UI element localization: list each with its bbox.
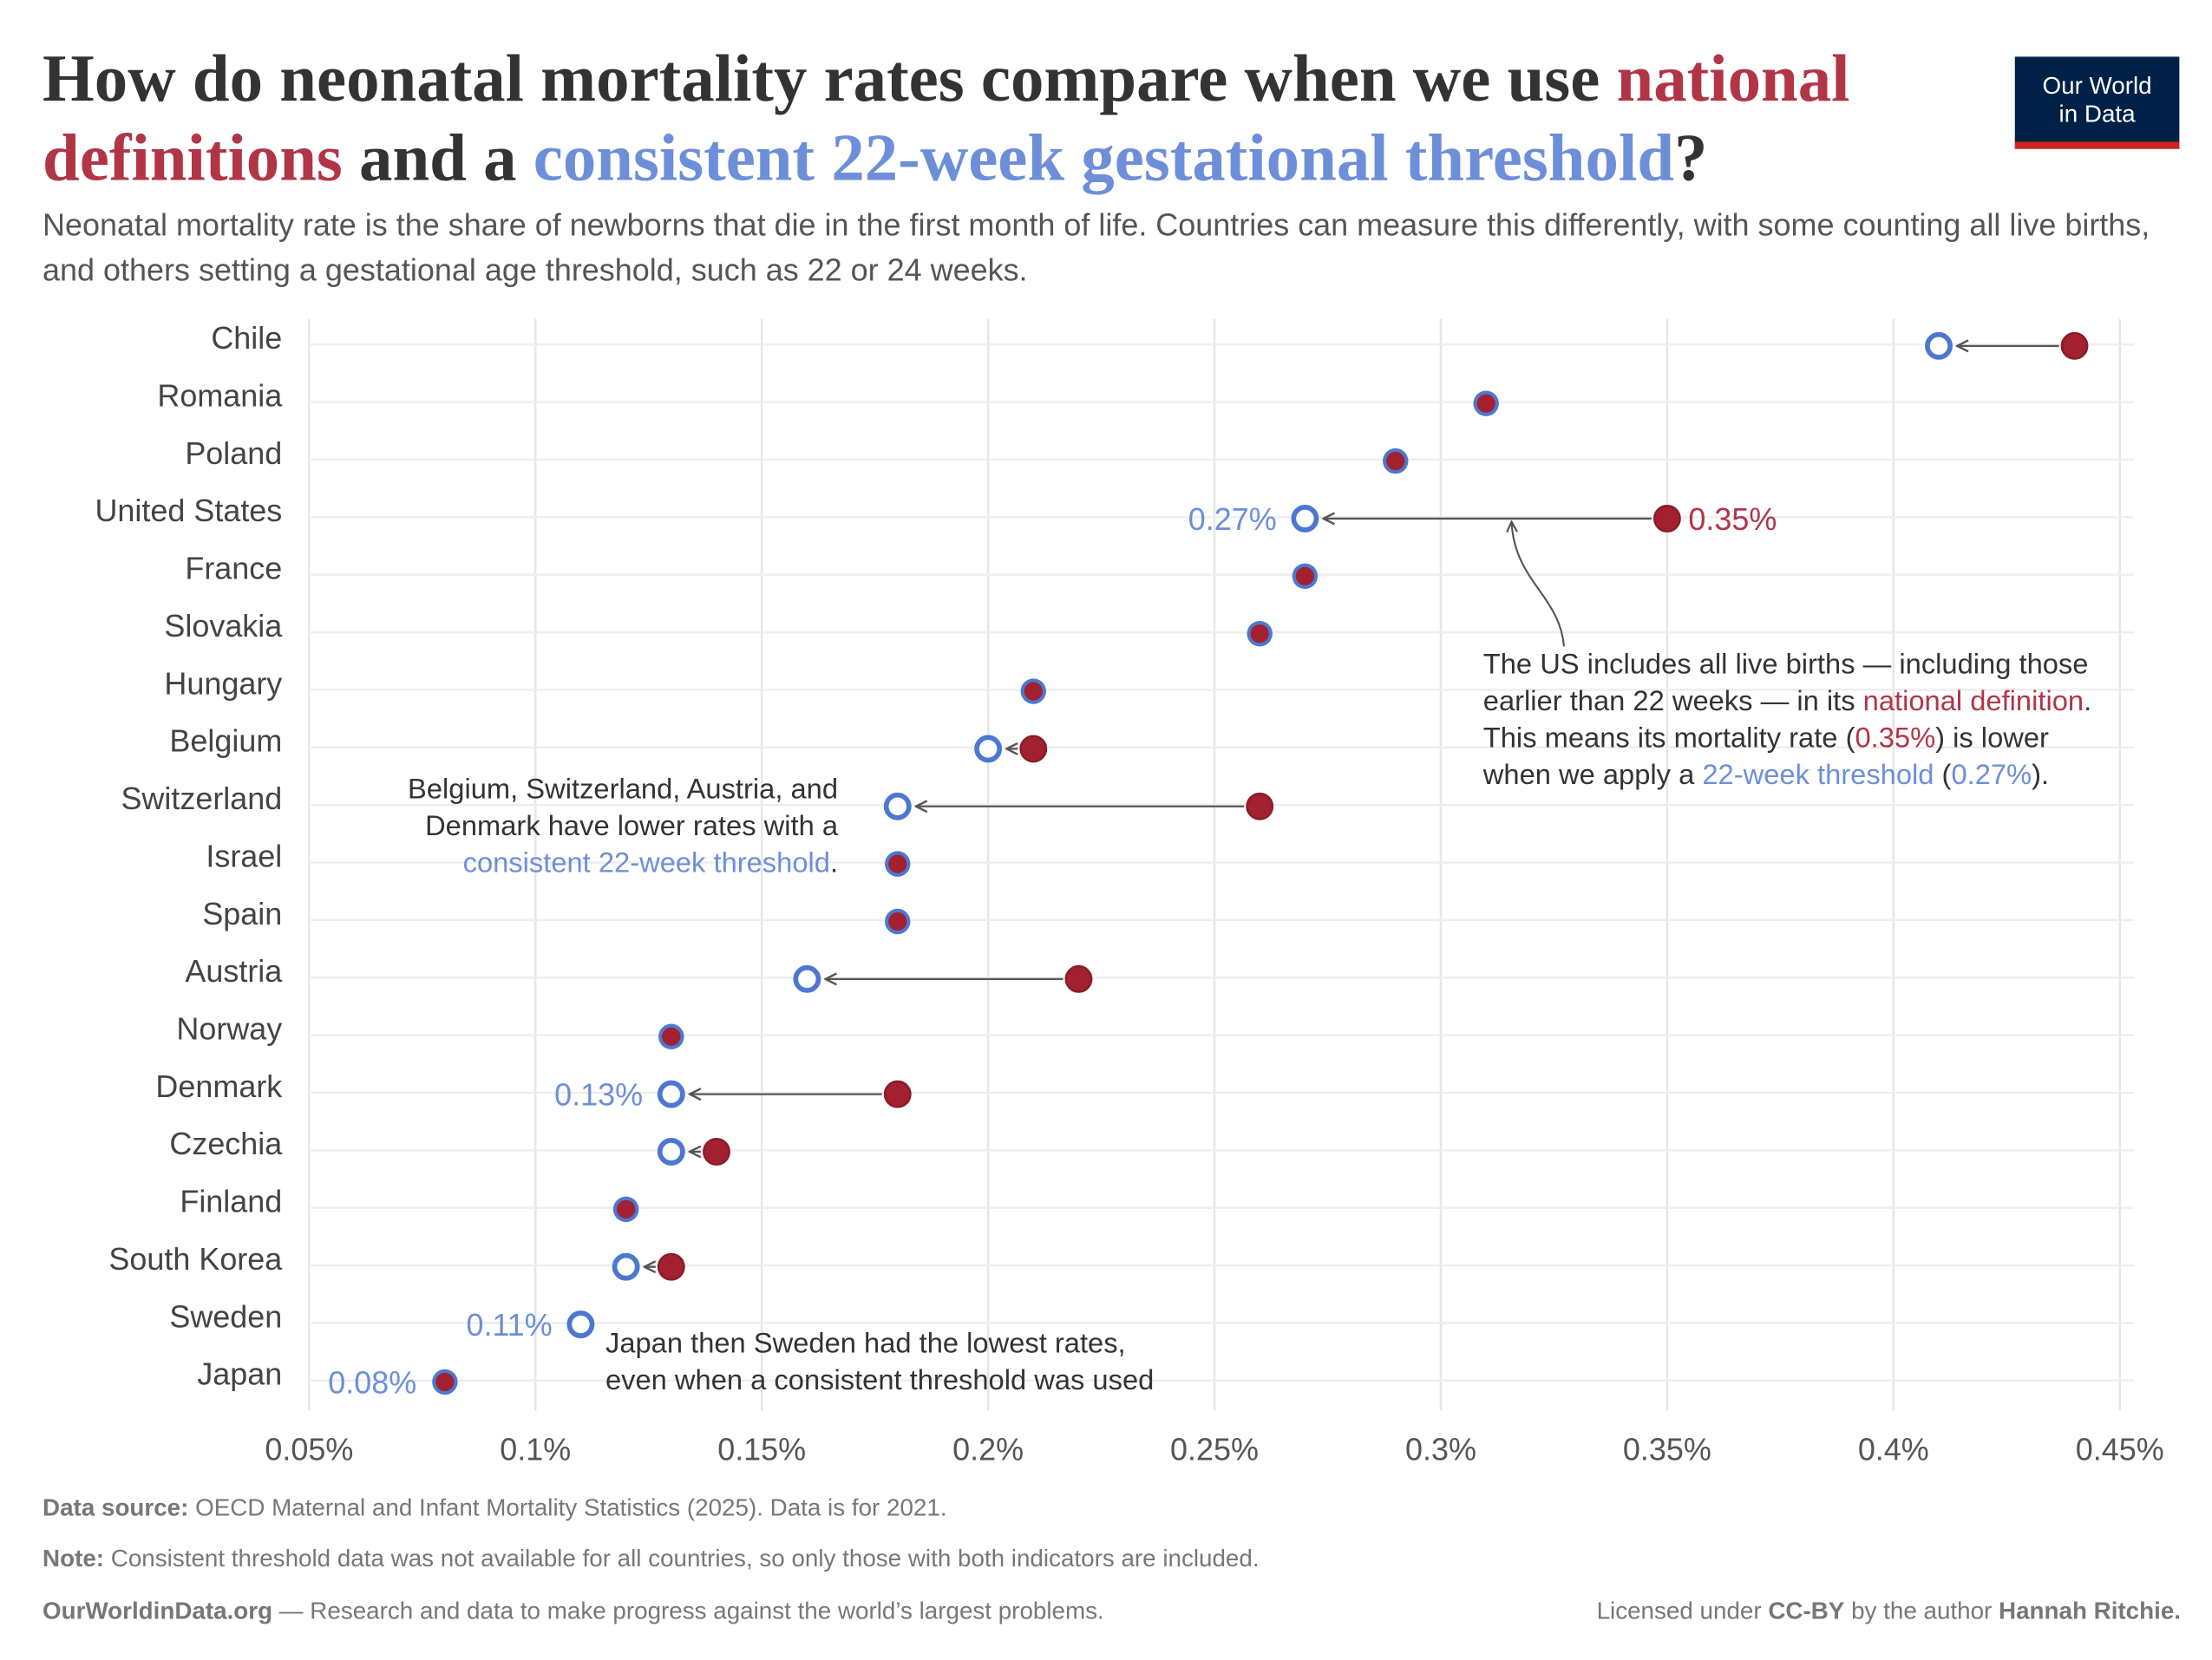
- country-label: Finland: [180, 1184, 282, 1219]
- chart-title: How do neonatal mortality rates compare …: [43, 40, 1957, 199]
- source-text: OECD Maternal and Infant Mortality Stati…: [188, 1493, 947, 1521]
- license: Licensed under CC-BY by the author Hanna…: [1597, 1598, 2181, 1626]
- chart-subtitle: Neonatal mortality rate is the share of …: [43, 206, 2150, 288]
- data-label: 0.35%: [1688, 501, 1777, 537]
- data-label: 0.13%: [554, 1077, 643, 1113]
- japan-annotation: Japan then Sweden had the lowest rates, …: [605, 1326, 1154, 1395]
- consistent-dot: [883, 792, 912, 820]
- country-label: South Korea: [108, 1241, 282, 1277]
- consistent-dot: [974, 735, 1003, 763]
- title-national: national definitions: [43, 42, 1850, 196]
- national-dot: [1652, 504, 1681, 533]
- country-label: France: [185, 551, 282, 586]
- title-text: ?: [1674, 121, 1708, 196]
- national-dot: [657, 1252, 685, 1281]
- country-label: Israel: [206, 838, 282, 873]
- national-dot: [435, 1372, 455, 1392]
- national-dot: [1386, 451, 1405, 471]
- country-label: Switzerland: [121, 781, 282, 816]
- note-text: Consistent threshold data was not availa…: [104, 1545, 1260, 1572]
- country-label: United States: [95, 493, 282, 528]
- data-source: Data source: OECD Maternal and Infant Mo…: [43, 1494, 947, 1523]
- license-text: by the author: [1844, 1598, 1999, 1625]
- annotation-line: Belgium, Switzerland, Austria, and: [408, 772, 838, 804]
- annotation-line: The US includes all live births — includ…: [1483, 647, 2089, 679]
- site-link[interactable]: OurWorldinData.org: [43, 1598, 273, 1625]
- data-label: 0.11%: [466, 1307, 552, 1343]
- national-dot: [1295, 566, 1315, 585]
- x-tick-label: 0.25%: [1170, 1432, 1259, 1467]
- national-dot: [1250, 624, 1269, 644]
- annotation-line: earlier than 22 weeks — in its national …: [1483, 684, 2091, 716]
- us-annotation-arrow: [1511, 522, 1566, 647]
- x-tick-label: 0.35%: [1623, 1432, 1711, 1467]
- national-dot: [1024, 682, 1043, 701]
- annotation-line: Denmark have lower rates with a: [425, 809, 839, 841]
- logo-line: in Data: [2058, 101, 2136, 128]
- consistent-dot: [566, 1310, 595, 1338]
- country-label: Denmark: [155, 1069, 283, 1104]
- site-credit: OurWorldinData.org — Research and data t…: [43, 1598, 1104, 1626]
- belgium-annotation: Belgium, Switzerland, Austria, and Denma…: [408, 772, 839, 878]
- data-label: 0.27%: [1188, 501, 1277, 537]
- country-label: Romania: [157, 377, 282, 413]
- x-tick-label: 0.05%: [265, 1432, 353, 1467]
- consistent-dot: [793, 964, 821, 993]
- note-label: Note:: [43, 1545, 105, 1572]
- x-tick-label: 0.2%: [952, 1432, 1024, 1467]
- annotation-line: Japan then Sweden had the lowest rates,: [605, 1326, 1126, 1358]
- country-label: Poland: [185, 435, 282, 471]
- data-label: 0.08%: [328, 1364, 416, 1400]
- national-dot: [888, 854, 907, 873]
- annotation-line: even when a consistent threshold was use…: [605, 1363, 1154, 1395]
- national-dot: [1246, 792, 1274, 820]
- annotation-line: when we apply a 22-week threshold (0.27%…: [1482, 758, 2049, 790]
- country-label: Norway: [176, 1010, 282, 1046]
- country-label: Chile: [211, 320, 282, 356]
- country-label: Sweden: [169, 1298, 282, 1334]
- national-dot: [888, 912, 907, 931]
- national-dot: [883, 1080, 912, 1108]
- owid-logo[interactable]: Our World in Data: [2014, 56, 2180, 149]
- country-label: Hungary: [164, 665, 282, 701]
- country-label: Belgium: [169, 723, 282, 759]
- country-label: Austria: [185, 953, 282, 989]
- x-tick-label: 0.4%: [1858, 1432, 1929, 1467]
- x-tick-label: 0.45%: [2076, 1432, 2164, 1467]
- logo-line: Our World: [2042, 72, 2152, 100]
- plot-area: 0.05% 0.1% 0.15% 0.2% 0.25% 0.3% 0.35% 0.4% 0.45…: [95, 318, 2164, 1467]
- national-dot: [1476, 394, 1495, 413]
- license-text: Licensed under: [1596, 1598, 1769, 1625]
- title-consistent: consistent 22-week gestational threshold: [533, 121, 1675, 196]
- license-link[interactable]: CC-BY: [1768, 1598, 1845, 1625]
- tagline: — Research and data to make progress aga…: [272, 1598, 1104, 1625]
- x-tick-label: 0.1%: [500, 1432, 571, 1467]
- source-label: Data source:: [43, 1493, 189, 1521]
- consistent-dot: [1925, 331, 1953, 360]
- country-label: Czechia: [169, 1126, 282, 1161]
- title-text: and a: [342, 121, 533, 196]
- annotation-line: consistent 22-week threshold.: [463, 846, 838, 878]
- national-dot: [662, 1027, 681, 1046]
- consistent-dot: [657, 1138, 685, 1166]
- national-dot: [1019, 735, 1048, 763]
- consistent-dot: [657, 1080, 685, 1108]
- title-text: How do neonatal mortality rates compare …: [43, 42, 1617, 117]
- consistent-dot: [1291, 504, 1319, 533]
- national-dot: [703, 1138, 730, 1166]
- national-dot: [1064, 964, 1093, 993]
- country-label: Spain: [202, 896, 282, 931]
- annotation-line: This means its mortality rate (0.35%) is…: [1483, 721, 2049, 753]
- country-label: Slovakia: [164, 608, 282, 644]
- national-dot: [2060, 331, 2089, 360]
- us-annotation: The US includes all live births — includ…: [1482, 522, 2091, 790]
- x-tick-label: 0.3%: [1405, 1432, 1476, 1467]
- country-label: Japan: [197, 1356, 282, 1392]
- national-dot: [617, 1199, 636, 1219]
- note: Note: Consistent threshold data was not …: [43, 1546, 1260, 1574]
- x-tick-label: 0.15%: [717, 1432, 806, 1467]
- author: Hannah Ritchie.: [1999, 1598, 2182, 1625]
- consistent-dot: [612, 1252, 640, 1281]
